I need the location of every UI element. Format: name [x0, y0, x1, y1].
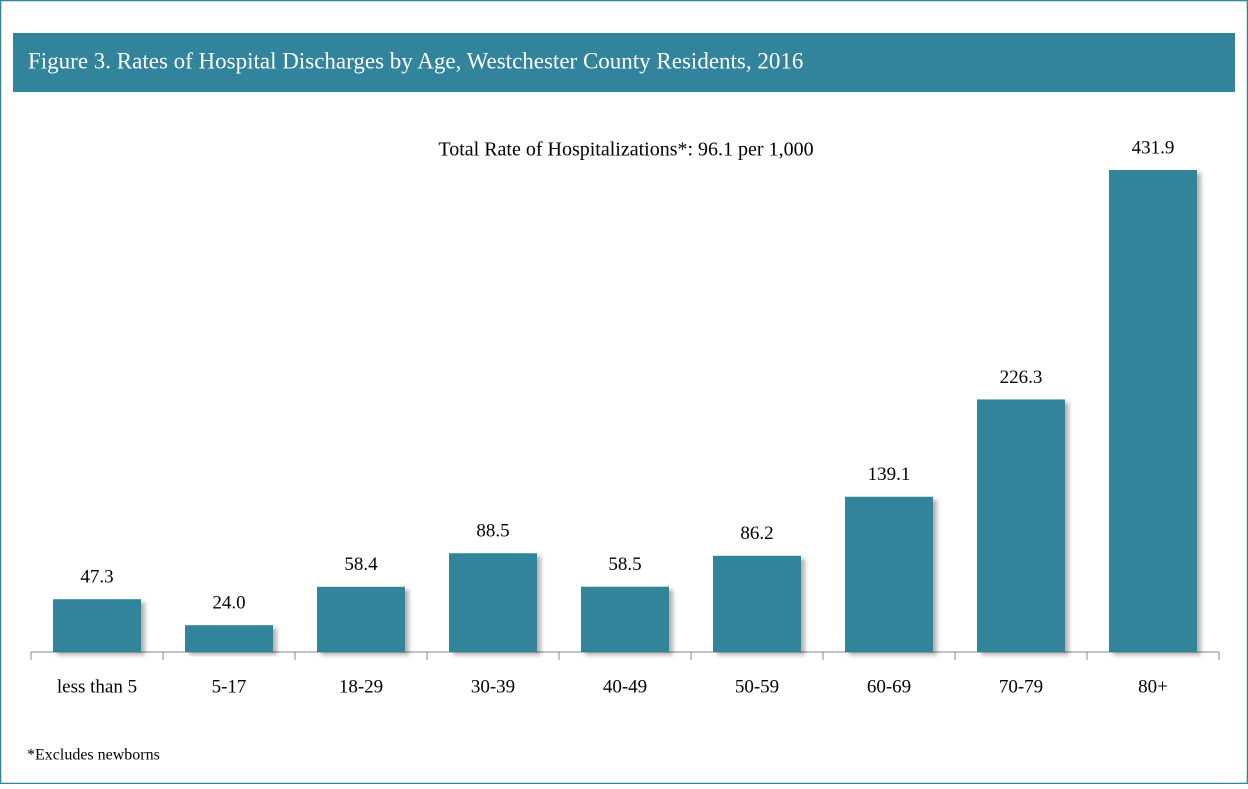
- x-tick-label: 30-39: [471, 676, 515, 697]
- title-banner: [13, 33, 1235, 92]
- value-label: 88.5: [476, 521, 509, 542]
- x-tick-label: 70-79: [999, 676, 1043, 697]
- x-tick-label: 80+: [1138, 676, 1168, 697]
- value-label: 24.0: [212, 593, 245, 614]
- bar: [53, 599, 141, 652]
- bar: [317, 586, 405, 652]
- bar: [581, 586, 669, 652]
- bar: [449, 553, 537, 652]
- bar: [845, 496, 933, 652]
- chart-title: Figure 3. Rates of Hospital Discharges b…: [28, 48, 803, 73]
- x-tick-label: 40-49: [603, 676, 647, 697]
- value-label: 226.3: [1000, 367, 1043, 388]
- value-label: 58.4: [344, 554, 378, 575]
- bar: [977, 399, 1065, 652]
- value-label: 431.9: [1132, 137, 1175, 158]
- x-tick-label: 5-17: [212, 676, 247, 697]
- bar: [713, 555, 801, 652]
- x-tick-label: less than 5: [57, 676, 137, 697]
- value-label: 58.5: [608, 554, 641, 575]
- x-tick-label: 50-59: [735, 676, 779, 697]
- value-label: 86.2: [740, 523, 773, 544]
- value-label: 47.3: [80, 567, 113, 588]
- bar: [1109, 170, 1197, 652]
- bar: [185, 625, 273, 652]
- x-tick-label: 60-69: [867, 676, 911, 697]
- value-label: 139.1: [868, 464, 911, 485]
- footnote: *Excludes newborns: [27, 747, 160, 764]
- annotation: Total Rate of Hospitalizations*: 96.1 pe…: [438, 139, 813, 161]
- x-tick-label: 18-29: [339, 676, 383, 697]
